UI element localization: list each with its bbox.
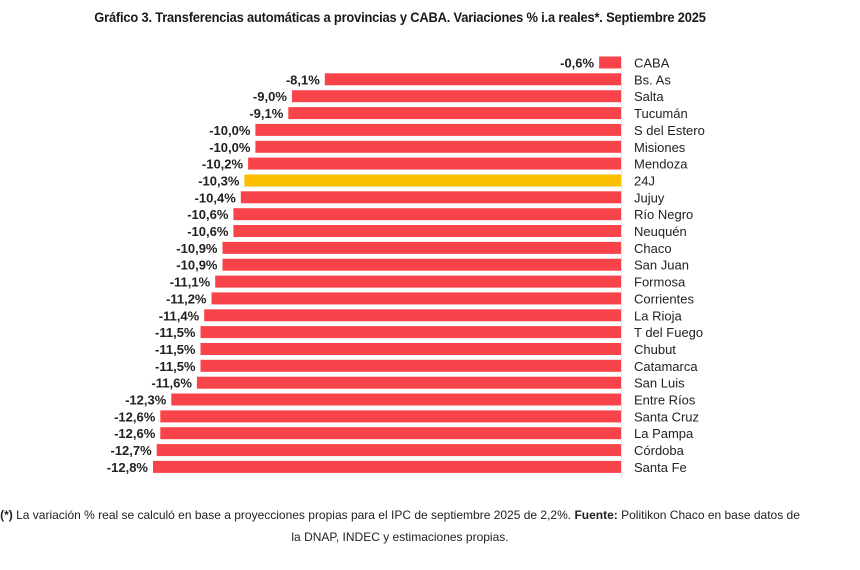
value-label: -12,8% [107,460,149,475]
bar-entre-ríos [171,393,622,406]
category-label: Misiones [634,140,686,155]
value-label: -10,6% [187,224,229,239]
category-label: Córdoba [634,443,685,458]
category-label: Mendoza [634,157,688,172]
bar-córdoba [156,444,621,457]
value-label: -12,6% [114,409,156,424]
bar-chubut [200,343,621,355]
bar-santa-cruz [160,410,622,423]
value-label: -10,0% [209,140,251,155]
category-label: San Luis [634,376,685,391]
bar-jujuy [240,191,622,204]
value-label: -12,7% [110,443,152,458]
value-label: -11,5% [155,359,196,374]
value-label: -10,9% [176,258,218,273]
bar-san-luis [196,376,621,389]
chart-title: Gráfico 3. Transferencias automáticas a … [94,9,706,25]
value-label: -8,1% [286,72,320,87]
category-label: La Rioja [634,308,682,323]
value-label: -10,3% [198,174,240,189]
value-label: -10,4% [195,190,237,205]
bar-bs-as [324,73,621,86]
footnote-source-text: Politikon Chaco en base datos de la DNAP… [291,508,800,544]
value-label: -11,2% [166,291,207,306]
category-label: Bs. As [634,72,671,87]
value-label: -11,4% [159,308,200,323]
category-label: CABA [634,56,670,71]
category-label: Chaco [634,241,672,256]
bar-tucumán [288,107,621,120]
category-label: Entre Ríos [634,393,696,408]
bar-24j [244,174,621,187]
value-label: -11,5% [155,325,196,340]
value-label: -11,5% [155,342,196,357]
category-label: Tucumán [634,106,688,121]
footnote-text: La variación % real se calculó en base a… [12,508,575,522]
value-label: -10,2% [202,157,244,172]
value-label: -9,1% [249,106,283,121]
value-label: -10,0% [209,123,251,138]
bar-formosa [215,275,621,288]
footnote-source-label: Fuente: [574,508,618,522]
category-label: 24J [634,174,655,189]
bar-salta [291,90,621,103]
category-label: Corrientes [634,291,694,306]
category-label: Santa Cruz [634,409,699,424]
bar-s-del-estero [255,123,621,136]
value-label: -12,6% [114,426,156,441]
bar-san-juan [222,258,621,271]
category-label: T del Fuego [634,325,703,340]
bar-t-del-fuego [200,326,621,339]
category-label: San Juan [634,258,689,273]
bar-chaco [222,241,621,254]
bar-misiones [255,140,621,153]
bar-la-pampa [160,427,622,440]
value-label: -10,6% [187,207,229,222]
value-label: -10,9% [176,241,218,256]
value-label: -12,3% [125,393,167,408]
bar-mendoza [248,157,621,170]
value-label: -11,6% [151,376,192,391]
category-label: Salta [634,89,664,104]
footnote: (*) La variación % real se calculó en ba… [0,504,800,548]
category-label: Catamarca [634,359,698,374]
category-label: Formosa [634,275,686,290]
bars-layer: -0,6% CABA -8,1% Bs. As -9,0% Salta -9,1% Tucum… [107,54,705,478]
category-label: Río Negro [634,207,693,222]
bar-corrientes [211,292,621,305]
category-label: S del Estero [634,123,705,138]
bar-la-rioja [204,309,621,322]
bar-neuquén [233,225,621,237]
value-label: -9,0% [253,89,287,104]
bar-caba [599,56,621,69]
category-label: Jujuy [634,190,665,205]
category-label: Neuquén [634,224,687,239]
category-label: Santa Fe [634,460,687,475]
bar-santa-fe [153,460,621,473]
footnote-marker: (*) [0,508,13,522]
bar-río-negro [233,208,621,221]
category-label: Chubut [634,342,676,357]
value-label: -0,6% [560,56,594,71]
value-label: -11,1% [170,275,211,290]
category-label: La Pampa [634,426,694,441]
bar-catamarca [200,359,621,372]
